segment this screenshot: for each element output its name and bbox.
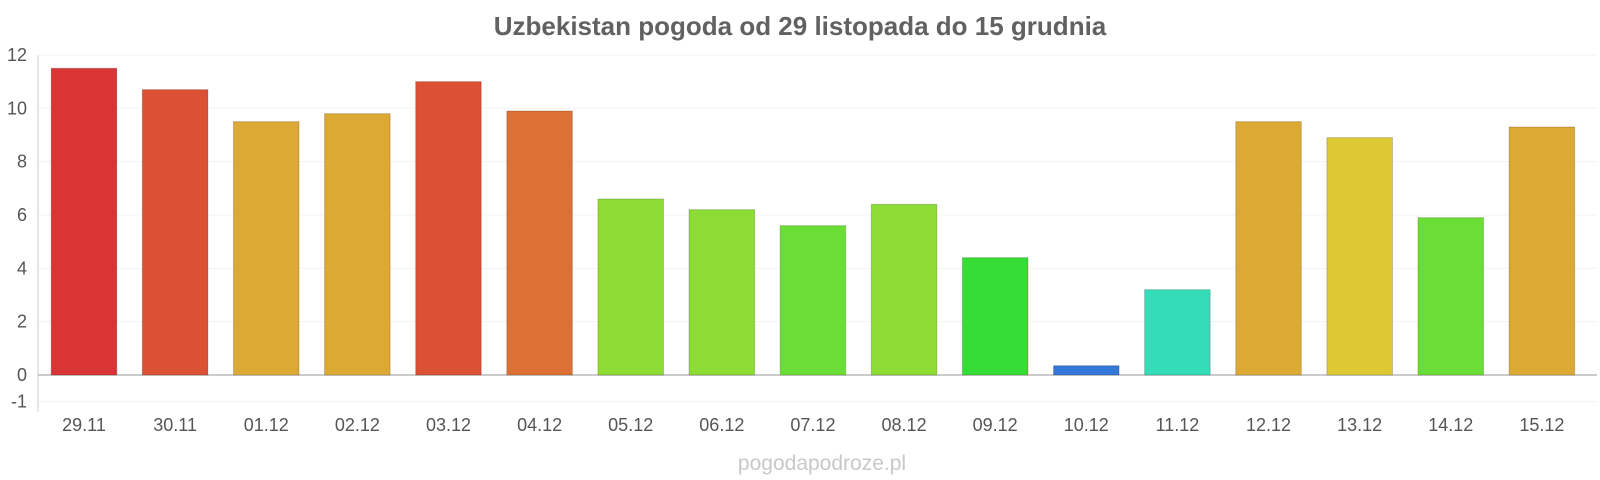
x-tick-label: 01.12: [244, 415, 289, 435]
x-tick-label: 07.12: [790, 415, 835, 435]
y-tick-label: 12: [7, 45, 27, 65]
x-tick-label: 04.12: [517, 415, 562, 435]
chart-title: Uzbekistan pogoda od 29 listopada do 15 …: [494, 11, 1107, 41]
x-tick-label: 05.12: [608, 415, 653, 435]
bar: [415, 81, 482, 376]
bars: [50, 67, 1576, 376]
y-tick-label: 2: [17, 312, 27, 332]
bar: [779, 225, 847, 376]
bar: [597, 198, 665, 376]
bar: [324, 113, 391, 376]
x-tick-label: 06.12: [699, 415, 744, 435]
bar: [1144, 289, 1211, 376]
bar: [1508, 126, 1576, 376]
x-tick-label: 30.11: [153, 415, 197, 435]
x-tick-label: 13.12: [1337, 415, 1382, 435]
x-tick-label: 15.12: [1519, 415, 1564, 435]
x-tick-labels: 29.11 30.11 01.12 02.12 03.12 04.12 05.12 06.12…: [62, 415, 1564, 435]
y-tick-label: 6: [17, 205, 27, 225]
y-tick-labels: -1 0 2 4 6 8 10 12: [7, 45, 27, 412]
x-tick-label: 03.12: [426, 415, 471, 435]
bar: [232, 121, 300, 376]
y-tick-label: 4: [17, 258, 27, 278]
y-tick-label: 8: [17, 152, 27, 172]
x-tick-label: 02.12: [335, 415, 380, 435]
bar: [506, 110, 573, 376]
x-tick-label: 29.11: [62, 415, 106, 435]
x-tick-label: 09.12: [973, 415, 1018, 435]
bar: [961, 257, 1029, 376]
y-tick-label: 0: [17, 365, 27, 385]
bar: [688, 209, 756, 376]
bar: [141, 89, 209, 376]
y-tick-label: -1: [11, 392, 27, 412]
bar: [1052, 365, 1120, 376]
site-credit: pogodapodroze.pl: [738, 452, 906, 475]
bar: [1235, 121, 1302, 376]
x-tick-label: 10.12: [1064, 415, 1109, 435]
bar: [870, 203, 938, 376]
x-tick-label: 14.12: [1428, 415, 1473, 435]
x-tick-label: 08.12: [882, 415, 927, 435]
x-tick-label: 11.12: [1156, 415, 1200, 435]
bar: [1417, 217, 1485, 376]
x-tick-label: 12.12: [1246, 415, 1291, 435]
bar: [1326, 137, 1393, 376]
bar: [50, 67, 118, 376]
y-tick-label: 10: [7, 98, 27, 118]
